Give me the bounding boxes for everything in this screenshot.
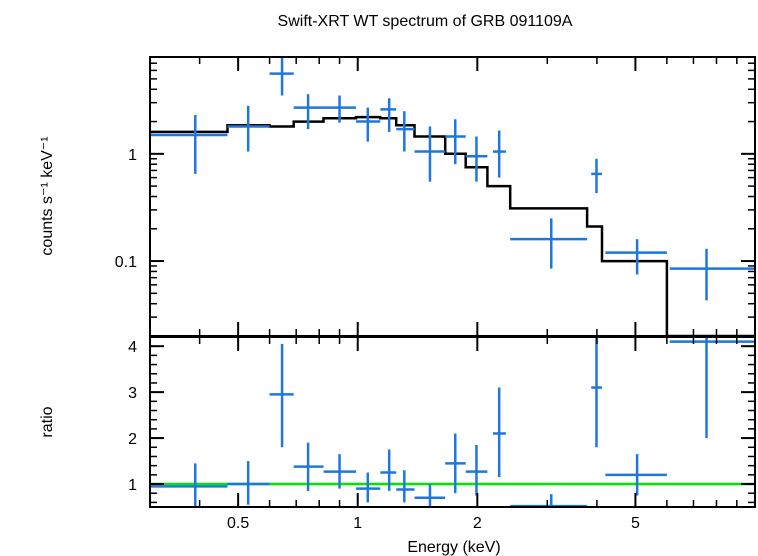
data-point	[396, 111, 415, 152]
data-point	[227, 461, 270, 505]
data-point	[605, 454, 667, 496]
data-point	[669, 248, 755, 301]
data-point	[465, 444, 488, 496]
x-tick-label: 2	[473, 515, 482, 532]
x-tick-label: 5	[631, 515, 640, 532]
data-point	[414, 484, 446, 507]
data-point	[445, 119, 466, 165]
data-point	[150, 115, 228, 174]
data-point	[227, 105, 270, 152]
data-point	[414, 126, 446, 182]
spectrum-panel: 0.11	[115, 56, 756, 337]
ratio-content	[150, 337, 755, 507]
data-point	[293, 442, 324, 491]
data-point	[380, 98, 397, 132]
model-step-line	[150, 115, 755, 336]
data-point	[323, 454, 356, 489]
chart-title: Swift-XRT WT spectrum of GRB 091109A	[278, 13, 573, 30]
data-point	[465, 136, 488, 182]
data-point	[492, 387, 506, 478]
spectrum-frame	[149, 56, 756, 337]
ratio-panel: 1 2 3 4 0.5 1 2 5	[128, 336, 756, 532]
spectrum-content	[150, 57, 755, 336]
data-point	[380, 449, 397, 491]
data-point	[669, 337, 755, 439]
x-tick-label: 0.5	[227, 515, 249, 532]
data-point	[605, 239, 667, 275]
data-point	[355, 107, 381, 142]
spectrum-y-axis-label: counts s⁻¹ keV⁻¹	[39, 136, 56, 255]
data-point	[591, 337, 603, 448]
y-tick-label: 0.1	[115, 254, 137, 271]
x-axis-label: Energy (keV)	[407, 539, 500, 556]
y-tick-label: 4	[128, 339, 137, 356]
data-point	[355, 472, 381, 503]
y-tick-label: 1	[128, 477, 137, 494]
y-tick-label: 2	[128, 431, 137, 448]
data-point	[293, 94, 324, 130]
ratio-y-axis-label: ratio	[39, 406, 56, 437]
data-point	[269, 343, 294, 448]
y-tick-label: 1	[128, 147, 137, 164]
data-point	[591, 158, 603, 194]
ratio-frame	[149, 336, 756, 508]
y-tick-label: 3	[128, 385, 137, 402]
data-point	[445, 433, 466, 494]
data-point	[396, 470, 415, 503]
data-point	[323, 95, 356, 123]
data-point	[150, 463, 228, 507]
data-point	[492, 130, 506, 178]
x-tick-label: 1	[353, 515, 362, 532]
data-point	[510, 218, 588, 269]
data-point	[269, 57, 294, 96]
data-point	[510, 494, 588, 507]
